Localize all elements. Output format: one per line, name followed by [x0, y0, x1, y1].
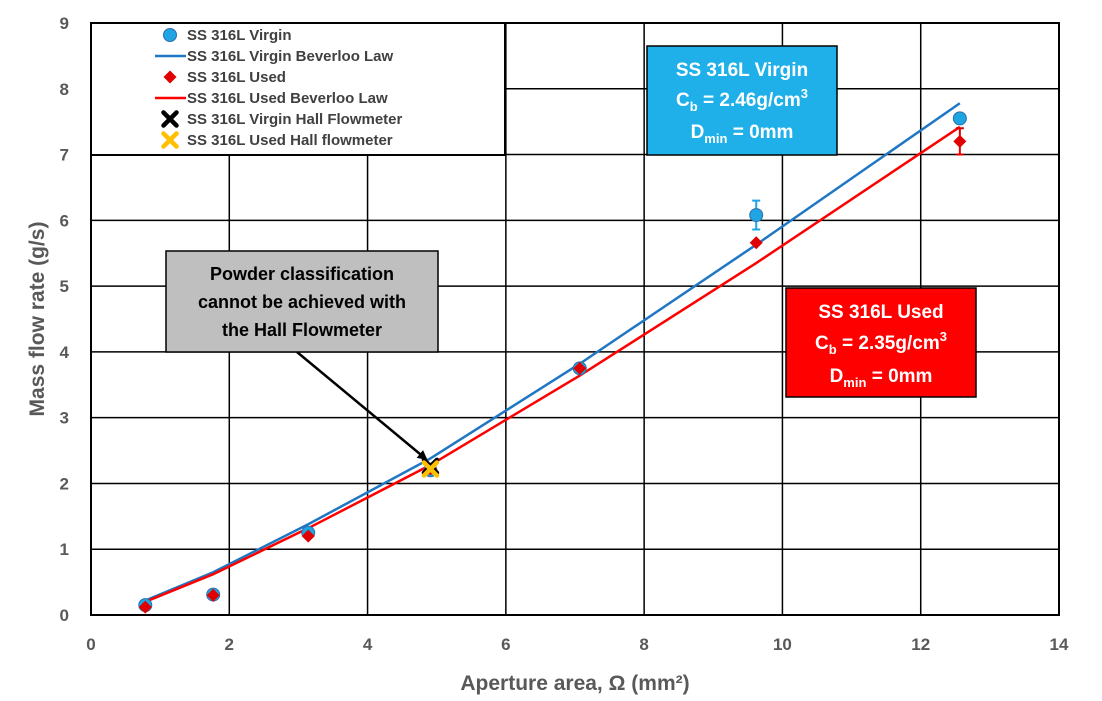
virgin-annotation-title: SS 316L Virgin	[676, 60, 808, 81]
legend: SS 316L Virgin SS 316L Virgin Beverloo La…	[90, 22, 506, 156]
ss-316l-virgin-point	[749, 208, 764, 223]
x-axis-title: Aperture area, Ω (mm²)	[460, 672, 689, 695]
used-annotation-box	[785, 287, 977, 398]
legend-item-ss-316l-used-hall-flowmeter: SS 316L Used Hall flowmeter	[161, 131, 393, 149]
x-tick-label: 8	[639, 635, 648, 654]
series-points	[138, 111, 967, 614]
legend-swatch	[163, 28, 177, 42]
y-axis-title: Mass flow rate (g/s)	[26, 222, 49, 417]
ss-316l-used-point	[749, 236, 763, 250]
hall-flowmeter-callout: Powder classification cannot be achieved…	[165, 250, 439, 461]
callout-line-1: Powder classification	[210, 264, 394, 284]
x-tick-label: 14	[1050, 635, 1069, 654]
legend-label: SS 316L Used	[187, 69, 286, 86]
x-tick-label: 2	[225, 635, 234, 654]
y-tick-label: 0	[60, 606, 69, 625]
ss-316l-used-point	[953, 134, 967, 148]
y-tick-label: 9	[60, 14, 69, 33]
legend-swatch	[161, 131, 179, 149]
y-tick-label: 7	[60, 146, 69, 165]
virgin-annotation: SS 316L Virgin Cb = 2.46g/cm3 Dmin = 0mm	[646, 45, 838, 156]
y-tick-label: 4	[60, 343, 70, 362]
legend-label: SS 316L Virgin Beverloo Law	[187, 48, 394, 65]
y-tick-label: 8	[60, 80, 69, 99]
legend-label: SS 316L Virgin	[187, 27, 292, 44]
callout-line-3: the Hall Flowmeter	[222, 320, 382, 340]
legend-item-ss-316l-virgin-beverloo-law: SS 316L Virgin Beverloo Law	[155, 48, 394, 65]
ss-316l-used-point	[138, 600, 152, 614]
used-annotation-cb: Cb = 2.35g/cm3	[815, 329, 947, 357]
y-tick-label: 1	[60, 540, 69, 559]
y-tick-label: 6	[60, 211, 69, 230]
x-tick-label: 0	[86, 635, 95, 654]
ss-316l-used-point	[301, 529, 315, 543]
ss-316l-used-point	[573, 361, 587, 375]
legend-box	[90, 22, 506, 156]
x-tick-label: 6	[501, 635, 510, 654]
used-annotation-title: SS 316L Used	[818, 302, 943, 323]
callout-box	[165, 250, 439, 353]
ss-316l-virgin-point	[952, 111, 967, 126]
ss-316l-used-hall-flowmeter-point	[421, 460, 440, 478]
legend-label: SS 316L Used Hall flowmeter	[187, 132, 393, 149]
used-annotation: SS 316L Used Cb = 2.35g/cm3 Dmin = 0mm	[785, 287, 977, 398]
y-tick-label: 2	[60, 474, 69, 493]
virgin-annotation-cb: Cb = 2.46g/cm3	[676, 86, 808, 114]
legend-item-ss-316l-virgin: SS 316L Virgin	[163, 27, 292, 44]
legend-item-ss-316l-used: SS 316L Used	[163, 69, 286, 86]
callout-line-2: cannot be achieved with	[198, 292, 406, 312]
legend-item-ss-316l-used-beverloo-law: SS 316L Used Beverloo Law	[155, 90, 388, 107]
legend-label: SS 316L Used Beverloo Law	[187, 90, 388, 107]
ss-316l-used-point	[206, 588, 220, 602]
callout-arrow	[296, 351, 428, 461]
legend-label: SS 316L Virgin Hall Flowmeter	[187, 111, 403, 128]
y-tick-label: 3	[60, 409, 69, 428]
legend-swatch	[163, 70, 177, 84]
x-tick-label: 4	[363, 635, 373, 654]
plot-frame	[90, 22, 1060, 616]
legend-items: SS 316L Virgin SS 316L Virgin Beverloo La…	[155, 27, 403, 149]
x-tick-label: 12	[911, 635, 930, 654]
y-tick-label: 5	[60, 277, 69, 296]
used-annotation-dmin: Dmin = 0mm	[830, 366, 933, 390]
virgin-annotation-box	[646, 45, 838, 156]
x-tick-label: 10	[773, 635, 792, 654]
legend-item-ss-316l-virgin-hall-flowmeter: SS 316L Virgin Hall Flowmeter	[161, 110, 403, 128]
virgin-annotation-dmin: Dmin = 0mm	[691, 122, 794, 146]
legend-swatch	[161, 110, 179, 128]
